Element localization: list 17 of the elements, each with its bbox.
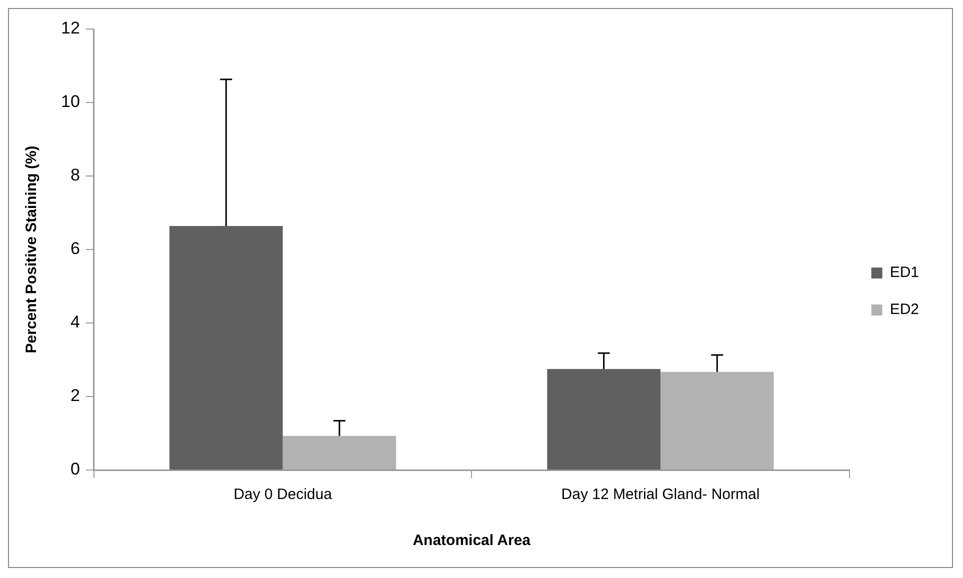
- bar: [547, 368, 660, 470]
- legend-label: ED1: [890, 264, 920, 282]
- y-axis-title: Percent Positive Staining (%): [23, 146, 40, 354]
- y-tick-label: 4: [70, 312, 80, 332]
- y-tick-label: 0: [70, 460, 80, 479]
- x-tick-label: Day 12 Metrial Gland- Normal: [561, 486, 760, 504]
- bar: [282, 436, 396, 470]
- bar: [660, 372, 774, 470]
- y-tick-label: 2: [70, 386, 80, 406]
- y-tick-label: 8: [70, 166, 80, 185]
- legend-label: ED2: [890, 301, 920, 318]
- x-axis-title: Anatomical Area: [412, 532, 532, 550]
- bar: [169, 226, 283, 470]
- y-tick-label: 10: [60, 92, 80, 112]
- y-tick-label: 6: [70, 239, 80, 258]
- y-tick-label: 12: [60, 18, 80, 38]
- x-tick-label: Day 0 Decidua: [234, 486, 333, 504]
